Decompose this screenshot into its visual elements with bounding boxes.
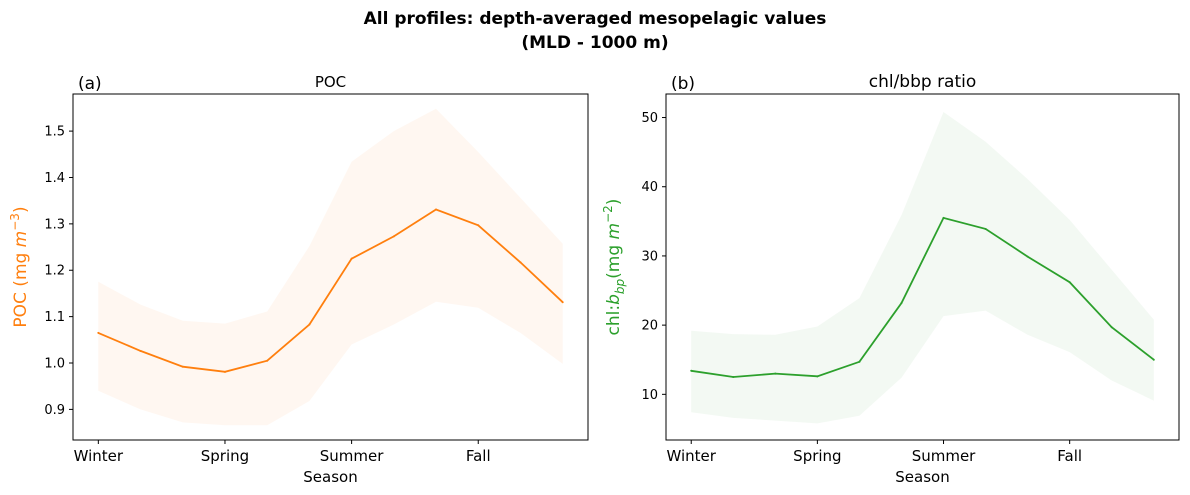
data-point (816, 375, 819, 378)
data-point (1068, 281, 1071, 284)
data-point (139, 349, 142, 352)
data-point (181, 365, 184, 368)
series-line (691, 216, 1155, 378)
y-tick-label: 1.2 (44, 264, 65, 279)
data-point (984, 227, 987, 230)
chart-title: chl/bbp ratio (869, 72, 977, 92)
figure-title-line1: All profiles: depth-averaged mesopelagic… (364, 9, 827, 29)
data-point (477, 224, 480, 227)
y-axis-label: chl:bbp(mg m−2) (601, 199, 627, 336)
data-point (1152, 358, 1155, 361)
x-axis-label: Season (895, 468, 949, 486)
y-tick-label: 1.1 (44, 310, 65, 325)
x-tick-label: Spring (201, 447, 249, 465)
x-tick-label: Fall (1057, 447, 1082, 465)
data-point (392, 235, 395, 238)
y-tick-label: 30 (641, 249, 658, 264)
panel-b-chl-bbp-chart: 10 20 30 40 50 Winter Spring Summer Fall (b) chl/b… (601, 72, 1180, 486)
data-point (942, 216, 945, 219)
panel-label: (b) (671, 74, 695, 94)
y-tick-label: 1.3 (44, 217, 65, 232)
x-tick-label: Summer (912, 447, 976, 465)
axes-frame (72, 93, 589, 441)
x-tick-label: Winter (74, 447, 124, 465)
x-tick-label: Winter (667, 447, 717, 465)
series-line (97, 208, 564, 373)
panel-a-poc-chart: 0.9 1.0 1.1 1.2 1.3 1.4 1.5 Winter Spring Summer F… (8, 73, 589, 486)
x-tick-label: Summer (320, 447, 384, 465)
data-point (223, 370, 226, 373)
y-tick-label: 1.4 (44, 171, 65, 186)
data-point (774, 372, 777, 375)
data-point (435, 208, 438, 211)
y-tick-label: 40 (641, 180, 658, 195)
y-tick-label: 1.0 (44, 357, 65, 372)
data-point (1026, 255, 1029, 258)
axes-frame (665, 93, 1180, 441)
uncertainty-band (691, 112, 1154, 424)
data-point (519, 261, 522, 264)
y-tick-label: 10 (641, 388, 658, 403)
x-tick-label: Spring (793, 447, 841, 465)
y-tick-label: 0.9 (44, 403, 65, 418)
data-point (97, 331, 100, 334)
data-point (561, 301, 564, 304)
figure-title-line2: (MLD - 1000 m) (521, 33, 668, 53)
uncertainty-band (98, 108, 563, 426)
x-axis-label: Season (303, 468, 357, 486)
panel-label: (a) (78, 74, 102, 94)
data-point (900, 301, 903, 304)
data-point (690, 369, 693, 372)
y-tick-label: 1.5 (44, 125, 65, 140)
data-point (350, 257, 353, 260)
x-tick-label: Fall (466, 447, 491, 465)
data-point (266, 359, 269, 362)
data-point (858, 360, 861, 363)
chart-title: POC (315, 73, 346, 91)
data-point (308, 323, 311, 326)
data-point (732, 376, 735, 379)
data-point (1110, 326, 1113, 329)
y-tick-label: 50 (641, 111, 658, 126)
y-tick-label: 20 (641, 319, 658, 334)
y-axis-label: POC (mg m−3) (8, 206, 31, 327)
